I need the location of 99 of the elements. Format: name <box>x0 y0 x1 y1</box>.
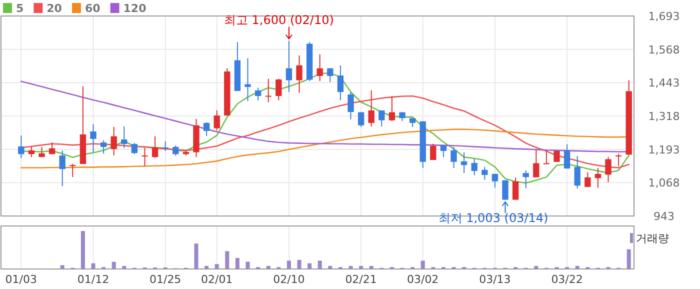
candlestick <box>316 54 323 82</box>
x-tick-label: 03/22 <box>551 273 583 286</box>
candlestick <box>502 180 508 200</box>
legend-label: 20 <box>46 2 62 15</box>
candlestick <box>512 177 519 200</box>
candlestick <box>594 168 602 188</box>
bar <box>266 266 270 269</box>
candlestick <box>574 156 580 190</box>
candlestick <box>533 148 540 178</box>
x-tick-label: 01/03 <box>5 273 37 286</box>
candlestick <box>162 140 168 152</box>
candlestick <box>564 144 570 170</box>
candlestick <box>131 142 138 155</box>
bar <box>80 231 85 269</box>
bar <box>318 260 322 269</box>
bar <box>91 263 96 269</box>
candlestick <box>90 124 96 153</box>
bar <box>122 266 126 269</box>
candlestick <box>70 163 76 178</box>
x-tick-label: 02/10 <box>273 273 305 286</box>
x-tick-label: 03/13 <box>479 273 511 286</box>
annotation: 최고 1,600 (02/10) <box>224 12 334 27</box>
candlestick <box>276 78 282 101</box>
candlestick <box>265 78 272 103</box>
x-tick-label: 01/25 <box>150 273 182 286</box>
x-tick-label: 02/21 <box>345 273 377 286</box>
candlestick <box>203 122 210 136</box>
candlestick <box>100 140 107 154</box>
candlestick <box>244 58 251 102</box>
x-tick-label: 02/01 <box>201 273 233 286</box>
candlestick <box>348 92 354 120</box>
legend-label: 거래량 <box>636 232 669 245</box>
candlestick <box>430 143 436 160</box>
candlestick <box>121 126 128 148</box>
bar <box>308 263 312 269</box>
candlestick <box>492 173 498 188</box>
annotation: 최저 1,003 (03/14) <box>438 211 548 225</box>
candlestick <box>543 150 550 164</box>
bar <box>204 266 209 269</box>
candlestick <box>450 146 457 168</box>
legend-item: 5 <box>3 2 24 15</box>
y-tick-label: 943 <box>654 210 674 223</box>
y-tick-label: 1,693 <box>648 10 680 23</box>
bar <box>235 258 240 269</box>
candlestick <box>59 150 66 187</box>
candlestick <box>172 144 179 156</box>
candlestick <box>440 144 447 158</box>
legend-label: 60 <box>84 2 101 15</box>
legend-label: 120 <box>123 2 147 15</box>
x-tick-label: 01/12 <box>77 273 110 286</box>
candlestick <box>358 112 364 128</box>
candlestick <box>388 96 396 122</box>
candlestick <box>327 68 334 83</box>
candlestick <box>378 110 385 127</box>
bar <box>297 260 302 269</box>
legend-item: 20 <box>34 2 62 15</box>
candlestick <box>522 170 529 189</box>
bar <box>194 244 198 269</box>
candlestick <box>471 158 478 176</box>
bar <box>359 266 364 269</box>
bar <box>420 260 425 269</box>
candlestick <box>110 126 117 156</box>
y-tick-label: 1,068 <box>648 176 680 190</box>
bar <box>626 249 631 269</box>
x-tick-label: 03/02 <box>407 273 439 286</box>
bar <box>246 262 250 269</box>
bar <box>112 262 116 269</box>
bar <box>369 266 374 269</box>
candlestick <box>18 134 24 159</box>
bar <box>575 266 580 269</box>
candlestick <box>368 90 374 127</box>
y-tick-label: 1,318 <box>648 110 680 123</box>
legend-item: 60 <box>72 2 100 15</box>
candlestick <box>286 40 292 92</box>
candlestick <box>296 54 302 94</box>
bar <box>534 266 538 269</box>
y-tick-label: 1,193 <box>648 143 680 156</box>
bar <box>286 260 291 269</box>
bar <box>348 266 353 269</box>
candlestick <box>337 64 344 101</box>
y-tick-label: 1,443 <box>648 76 680 90</box>
bar <box>225 251 230 269</box>
legend-item: 거래량 <box>630 232 669 245</box>
bar <box>60 265 64 269</box>
bar <box>214 264 219 269</box>
candlestick <box>584 172 591 188</box>
candlestick <box>28 146 35 158</box>
bar <box>328 266 332 269</box>
candlestick <box>152 136 158 158</box>
y-tick-label: 1,568 <box>648 43 680 56</box>
candlestick <box>615 153 622 167</box>
candlestick <box>254 87 262 101</box>
candlestick <box>605 156 612 183</box>
candlestick <box>482 166 488 180</box>
candlestick <box>142 148 148 167</box>
legend-item: 120 <box>110 2 146 15</box>
candlestick <box>460 152 468 174</box>
candlestick <box>214 110 220 131</box>
legend-label: 5 <box>16 2 24 15</box>
